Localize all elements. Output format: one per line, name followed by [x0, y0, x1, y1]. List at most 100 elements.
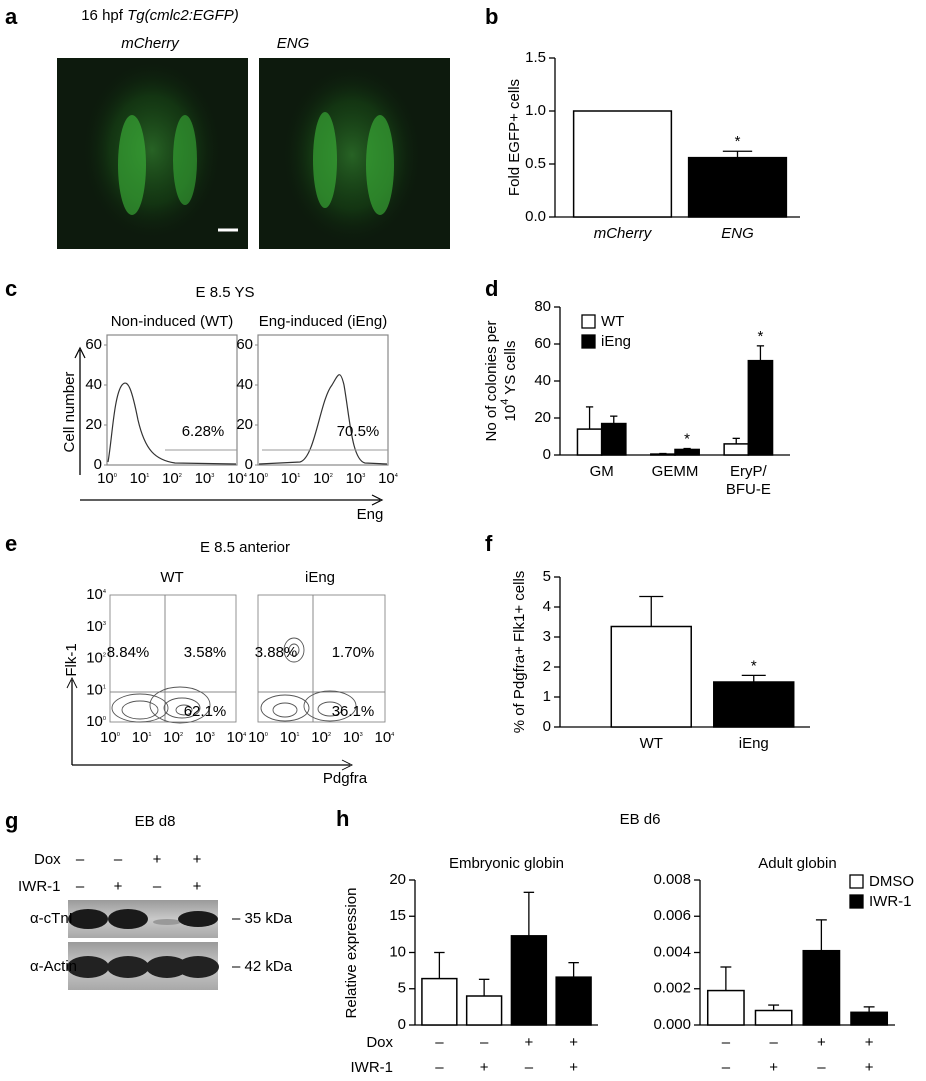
bar — [650, 453, 676, 456]
condition-sign: – — [435, 1059, 444, 1076]
heart-field — [118, 115, 146, 215]
tick-base: 10 — [378, 470, 395, 487]
y-tick-label: 0 — [398, 1016, 406, 1033]
panel-title: EB d8 — [135, 813, 176, 830]
quadrant-percent: 8.84% — [107, 644, 150, 661]
tick-base: 10 — [346, 470, 363, 487]
bar — [802, 949, 841, 1026]
tick-exponent: 3 — [103, 621, 106, 627]
embryo — [282, 65, 422, 245]
condition-name: Dox — [34, 851, 61, 868]
y-tick-label: 40 — [236, 376, 253, 393]
condition-name: IWR-1 — [18, 878, 61, 895]
condition-sign: – — [435, 1034, 444, 1051]
condition-sign: + — [524, 1034, 533, 1051]
y-tick-label: 2 — [543, 658, 551, 675]
condition-sign: + — [865, 1034, 874, 1051]
y-axis-label: Relative expression — [343, 888, 360, 1019]
contour — [283, 637, 305, 663]
condition-sign: – — [769, 1034, 778, 1051]
bar — [510, 935, 548, 1026]
condition-sign: + — [480, 1059, 489, 1076]
tick-exponent: 2 — [103, 653, 106, 659]
histogram — [107, 382, 237, 465]
condition-sign: + — [153, 851, 162, 868]
tick-base: 10 — [227, 470, 244, 487]
y-tick-label: 3 — [543, 628, 551, 645]
y-tick-label: 0.000 — [653, 1016, 691, 1033]
y-tick-label: 0 — [94, 456, 102, 473]
band — [153, 919, 181, 925]
y-tick-label: 1.0 — [525, 102, 546, 119]
title-text: 16 hpf — [81, 7, 127, 24]
size-marker: – 35 kDa — [232, 910, 293, 927]
x-axis-label: Eng — [357, 506, 384, 523]
y-tick-label: 60 — [236, 336, 253, 353]
panel-label: c — [5, 276, 17, 301]
legend-label: DMSO — [869, 873, 914, 890]
contour — [260, 694, 310, 722]
panel-title: E 8.5 anterior — [200, 539, 290, 556]
quadrant-percent: 1.70% — [332, 644, 375, 661]
embryo — [82, 60, 222, 240]
x-tick-label: 101 — [281, 470, 301, 487]
legend-swatch — [849, 894, 864, 909]
plot-title: Eng-induced (iEng) — [259, 313, 387, 330]
tick-base: 10 — [374, 729, 391, 746]
x-tick-label: 103 — [346, 470, 366, 487]
label-base: 10 — [502, 405, 519, 422]
condition-name: IWR-1 — [351, 1059, 394, 1076]
band — [177, 956, 219, 978]
y-tick-label: 0.004 — [653, 943, 691, 960]
label-line: EryP/ — [730, 463, 768, 480]
western-blot — [67, 900, 219, 990]
x-tick-label: 100 — [97, 470, 117, 487]
y-tick-label: 20 — [534, 409, 551, 426]
panel-label: f — [485, 531, 493, 556]
antibody-label: α-Actin — [30, 958, 77, 975]
tick-exponent: 4 — [395, 473, 398, 479]
tick-exponent: 3 — [211, 473, 214, 479]
arrow-head — [371, 494, 384, 506]
y-axis-label: No of colonies per — [483, 321, 500, 442]
x-tick-label: 104 — [378, 470, 398, 487]
arrow-head — [74, 346, 86, 359]
tick-exponent: 1 — [297, 473, 300, 479]
y-axis-label: Cell number — [61, 372, 78, 453]
tick-base: 10 — [86, 649, 103, 666]
y-tick-label: 0.006 — [653, 907, 691, 924]
condition-sign: – — [817, 1059, 826, 1076]
x-tick-label: ENG — [721, 225, 754, 242]
tick-exponent: 2 — [330, 473, 333, 479]
significance: * — [751, 657, 757, 674]
tick-base: 10 — [311, 729, 328, 746]
y-tick-label: 20 — [389, 871, 406, 888]
y-tick-label: 0 — [543, 446, 551, 463]
y-tick-label: 5 — [398, 980, 406, 997]
condition-sign: + — [817, 1034, 826, 1051]
size-marker: – 42 kDa — [232, 958, 293, 975]
y-tick-label: 0 — [543, 718, 551, 735]
panel-label: h — [336, 806, 349, 831]
tick-base: 10 — [313, 470, 330, 487]
tick-base: 10 — [280, 729, 297, 746]
bar — [747, 359, 774, 456]
tick-exponent: 4 — [244, 473, 247, 479]
y-tick-label: 40 — [85, 376, 102, 393]
x-tick-label: 102 — [313, 470, 333, 487]
tick-base: 10 — [97, 470, 114, 487]
condition-sign: – — [76, 878, 85, 895]
heart-field — [313, 112, 337, 208]
condition-sign: + — [769, 1059, 778, 1076]
x-tick-label: GEMM — [652, 463, 699, 480]
tick-exponent: 0 — [103, 716, 106, 722]
plot-title: iEng — [305, 569, 335, 586]
quadrant-percent: 62.1% — [184, 703, 227, 720]
bar — [754, 1009, 793, 1026]
tick-base: 10 — [281, 470, 298, 487]
band — [146, 956, 188, 978]
arrow-head — [341, 759, 354, 771]
x-tick-label: 102 — [162, 470, 182, 487]
image-label: mCherry — [121, 35, 180, 52]
